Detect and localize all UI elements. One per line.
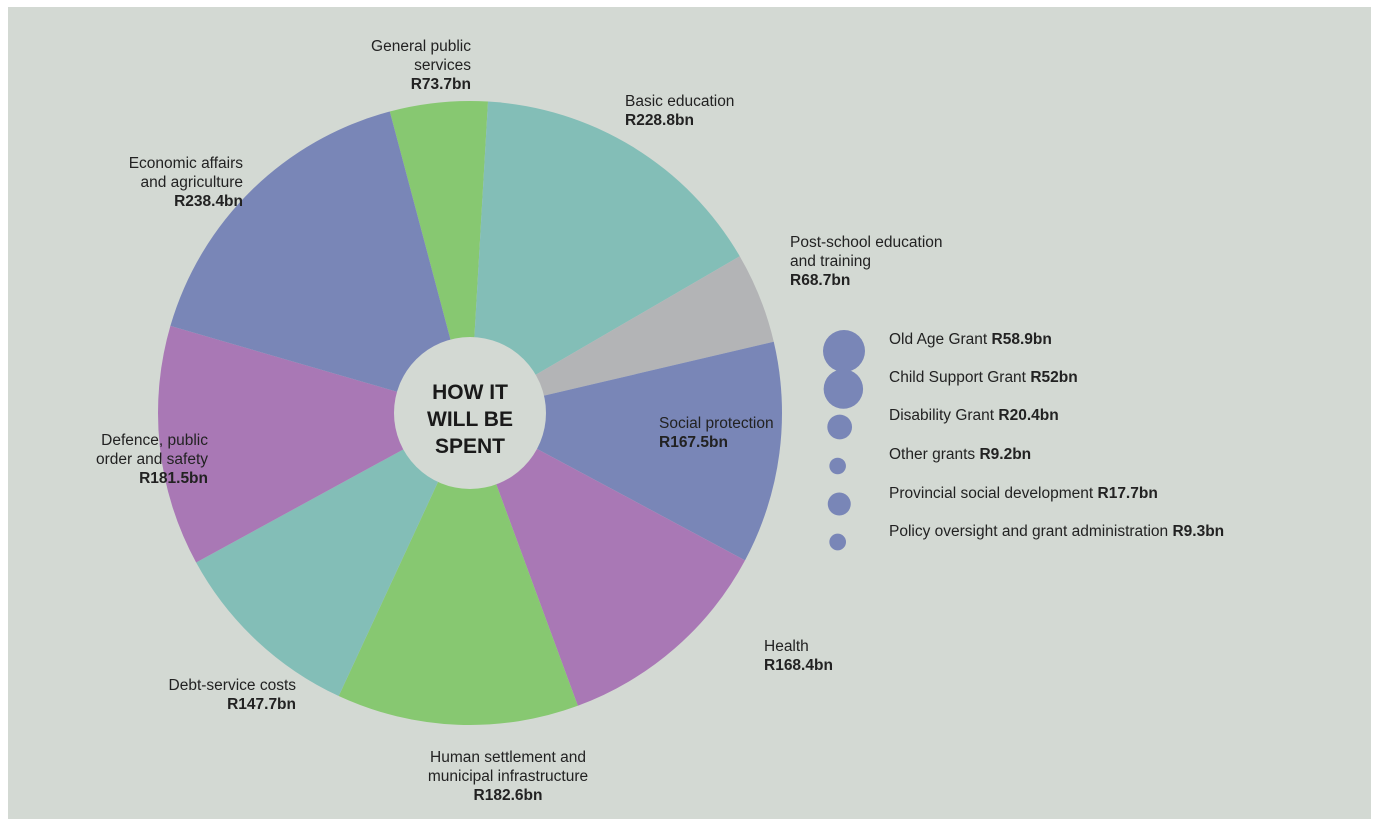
label-text-line: and agriculture — [140, 174, 243, 191]
bubble-old-age-grant — [823, 330, 865, 372]
grant-label: Child Support Grant — [889, 369, 1026, 386]
pie-slice-basic-education — [470, 101, 740, 414]
grant-child-support: Child Support Grant R52bn — [889, 368, 1078, 387]
label-value: R147.7bn — [227, 696, 296, 713]
label-text-line: Post-school education — [790, 234, 943, 251]
bubble-disability-grant — [827, 414, 853, 440]
pie-chart — [157, 101, 865, 726]
grant-label: Other grants — [889, 446, 976, 463]
grant-value: R58.9bn — [991, 331, 1052, 348]
label-defence-public-order: Defence, public order and safety R181.5b… — [28, 431, 208, 488]
grant-label: Policy oversight and grant administratio… — [889, 523, 1169, 540]
label-text-line: municipal infrastructure — [427, 768, 589, 785]
label-value: R181.5bn — [139, 470, 208, 487]
label-value: R73.7bn — [410, 76, 471, 93]
grant-old-age: Old Age Grant R58.9bn — [889, 330, 1052, 349]
label-economic-affairs: Economic affairs and agriculture R238.4b… — [63, 154, 243, 211]
grant-value: R17.7bn — [1097, 485, 1158, 502]
grant-disability: Disability Grant R20.4bn — [889, 406, 1059, 425]
pie-slice-health — [470, 413, 746, 706]
grant-other: Other grants R9.2bn — [889, 445, 1031, 464]
label-text-line: Basic education — [625, 93, 735, 110]
pie-center-hole — [394, 337, 546, 489]
label-general-public-services: General public services R73.7bn — [291, 37, 471, 94]
bubble-other-grants — [829, 457, 846, 475]
grant-value: R20.4bn — [998, 407, 1059, 424]
grant-value: R9.2bn — [979, 446, 1032, 463]
label-value: R238.4bn — [174, 193, 243, 210]
label-text-line: Social protection — [659, 415, 774, 432]
pie-slice-human-settlement-and-municipal-infrastructure — [338, 413, 578, 726]
bubble-child-support-grant — [823, 369, 864, 409]
label-value: R228.8bn — [625, 112, 694, 129]
bubble-policy-oversight-and-grant-administration — [829, 533, 847, 551]
label-text-line: services — [414, 57, 471, 74]
label-human-settlement: Human settlement and municipal infrastru… — [388, 748, 628, 805]
label-value: R168.4bn — [764, 657, 833, 674]
grant-policy-oversight: Policy oversight and grant administratio… — [889, 522, 1224, 541]
grant-provincial-social-development: Provincial social development R17.7bn — [889, 484, 1158, 503]
label-text-line: Health — [764, 638, 809, 655]
label-text-line: Economic affairs — [128, 155, 243, 172]
grant-label: Provincial social development — [889, 485, 1094, 502]
grant-label: Disability Grant — [889, 407, 995, 424]
pie-slice-defence-public-order-and-safety — [157, 325, 470, 563]
label-text-line: order and safety — [95, 451, 208, 468]
label-post-school-education: Post-school education and training R68.7… — [790, 233, 1020, 290]
pie-slice-post-school-education-and-training — [470, 256, 774, 413]
pie-slice-debt-service-costs — [196, 413, 470, 697]
pie-slice-social-protection — [470, 341, 783, 561]
pie-slice-general-public-services — [389, 101, 489, 413]
label-value: R167.5bn — [659, 434, 728, 451]
grant-value: R52bn — [1030, 369, 1078, 386]
label-social-protection: Social protection R167.5bn — [659, 414, 819, 452]
label-text-line: Defence, public — [101, 432, 208, 449]
chart-panel: HOW IT WILL BE SPENT General public serv… — [8, 7, 1371, 819]
label-text-line: and training — [790, 253, 872, 270]
label-health: Health R168.4bn — [764, 637, 884, 675]
label-basic-education: Basic education R228.8bn — [625, 92, 825, 130]
label-value: R68.7bn — [790, 272, 851, 289]
label-value: R182.6bn — [473, 787, 543, 804]
bubble-provincial-social-development — [827, 492, 851, 516]
label-debt-service-costs: Debt-service costs R147.7bn — [106, 676, 296, 714]
grant-label: Old Age Grant — [889, 331, 988, 348]
label-text-line: Human settlement and — [430, 749, 586, 766]
pie-slice-economic-affairs-and-agriculture — [170, 111, 470, 414]
label-text-line: Debt-service costs — [168, 677, 296, 694]
label-text-line: General public — [371, 38, 471, 55]
grant-value: R9.3bn — [1172, 523, 1225, 540]
chart-title: HOW IT WILL BE SPENT — [427, 381, 513, 458]
